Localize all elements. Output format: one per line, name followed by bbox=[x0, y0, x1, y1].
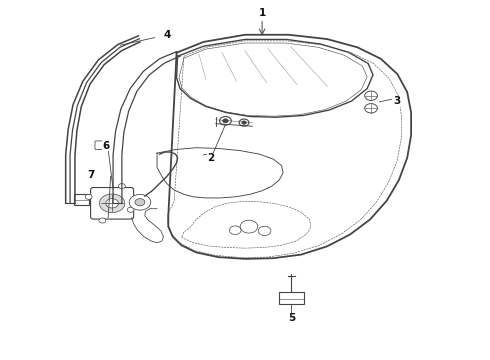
Text: 7: 7 bbox=[87, 170, 95, 180]
Circle shape bbox=[220, 117, 231, 125]
Circle shape bbox=[106, 199, 119, 208]
Text: 2: 2 bbox=[207, 153, 215, 163]
Circle shape bbox=[365, 104, 377, 113]
Circle shape bbox=[99, 218, 106, 223]
Circle shape bbox=[239, 119, 249, 126]
Circle shape bbox=[129, 194, 151, 210]
Text: 3: 3 bbox=[393, 96, 400, 106]
Circle shape bbox=[99, 194, 125, 213]
Circle shape bbox=[127, 207, 134, 212]
Text: 4: 4 bbox=[163, 30, 171, 40]
Text: 6: 6 bbox=[102, 141, 109, 151]
Circle shape bbox=[242, 121, 246, 125]
Bar bbox=[74, 194, 89, 205]
FancyBboxPatch shape bbox=[95, 141, 109, 149]
Bar bbox=[120, 197, 134, 207]
Circle shape bbox=[85, 194, 92, 199]
Bar bbox=[279, 292, 304, 305]
Circle shape bbox=[119, 184, 125, 189]
Text: 1: 1 bbox=[259, 8, 266, 18]
Text: 5: 5 bbox=[288, 313, 295, 323]
Circle shape bbox=[365, 91, 377, 100]
Circle shape bbox=[135, 199, 145, 206]
Circle shape bbox=[222, 119, 228, 123]
FancyBboxPatch shape bbox=[91, 188, 134, 219]
